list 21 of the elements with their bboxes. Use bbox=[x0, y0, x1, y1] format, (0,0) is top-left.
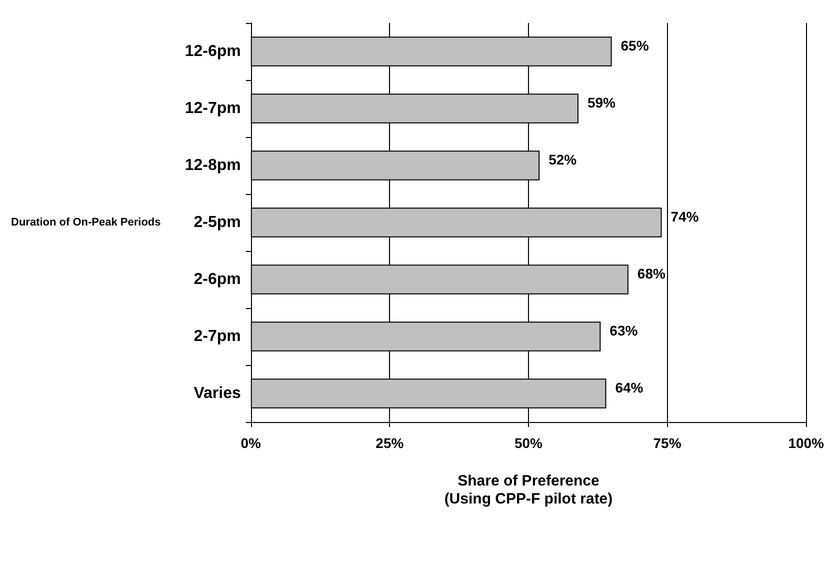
y-tick-label: 12-8pm bbox=[184, 157, 241, 174]
x-tick-label: 100% bbox=[788, 435, 825, 451]
x-axis-title: Share of Preference (Using CPP-F pilot rate) bbox=[444, 472, 613, 508]
data-label: 64% bbox=[615, 380, 644, 396]
y-tick-label: 12-6pm bbox=[184, 43, 241, 60]
data-label: 65% bbox=[620, 38, 650, 54]
y-tick-label: 2-5pm bbox=[194, 214, 241, 231]
x-tick-label: 0% bbox=[240, 435, 262, 451]
x-tick-label: 50% bbox=[514, 435, 544, 451]
y-tick-label: 2-7pm bbox=[194, 328, 241, 345]
y-tick-label: 12-7pm bbox=[184, 100, 241, 117]
x-tick-label: 25% bbox=[376, 435, 404, 451]
y-tick-label: Varies bbox=[194, 385, 241, 402]
data-label: 59% bbox=[587, 94, 616, 110]
x-tick-label: 75% bbox=[653, 435, 682, 451]
data-label: 63% bbox=[610, 322, 638, 338]
data-label: 74% bbox=[670, 208, 700, 224]
data-label: 52% bbox=[548, 152, 578, 168]
y-axis-title: Duration of On-Peak Periods bbox=[11, 216, 161, 228]
data-label: 68% bbox=[637, 266, 666, 282]
y-tick-label: 2-6pm bbox=[194, 271, 241, 288]
